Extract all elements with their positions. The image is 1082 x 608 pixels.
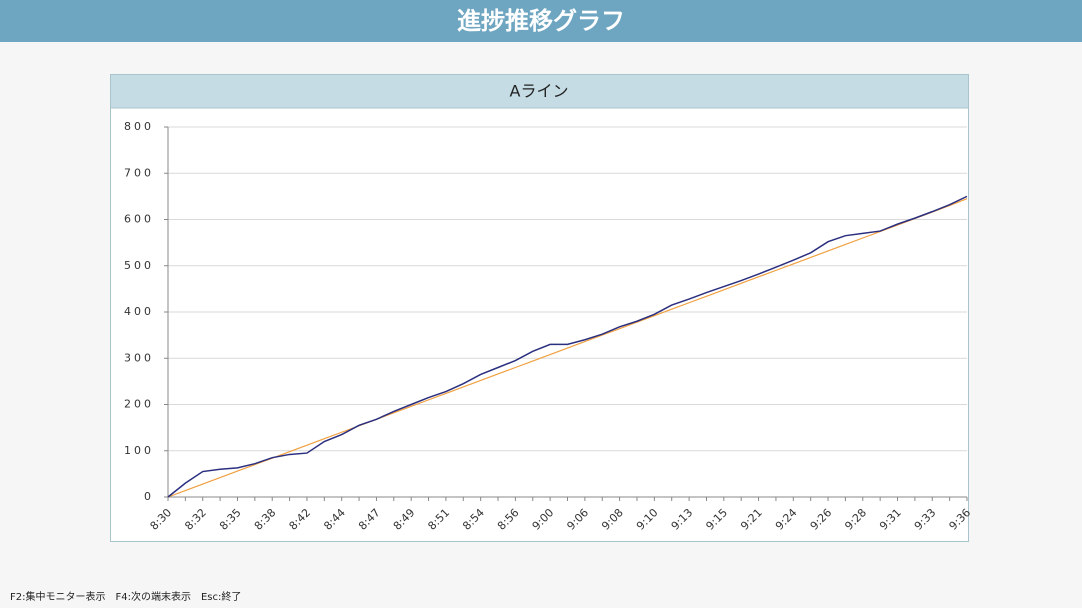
chart-title: Aライン	[510, 82, 569, 101]
y-tick-label: 300	[124, 351, 154, 364]
header-title: 進捗推移グラフ	[457, 7, 625, 35]
y-tick-label: 0	[144, 490, 154, 503]
series-line	[167, 198, 968, 498]
panel-header	[111, 75, 968, 108]
series-line	[167, 195, 968, 498]
y-tick-label: 400	[124, 305, 154, 318]
y-tick-label: 800	[124, 120, 154, 133]
chart-panel	[110, 74, 969, 542]
y-tick-label: 200	[124, 398, 154, 411]
y-tick-label: 700	[124, 166, 154, 179]
footer-text: F2:集中モニター表示 F4:次の端末表示 Esc:終了	[10, 590, 241, 603]
y-tick-label: 600	[124, 213, 154, 226]
y-tick-label: 100	[124, 444, 154, 457]
y-tick-label: 500	[124, 259, 154, 272]
header-bar	[0, 0, 1082, 42]
